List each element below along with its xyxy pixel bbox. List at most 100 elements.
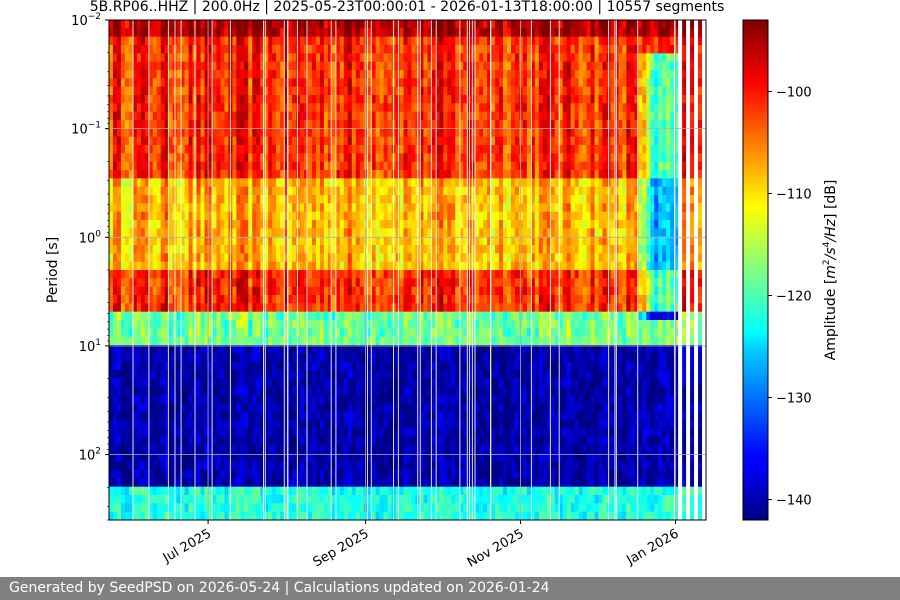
heatmap-cell bbox=[264, 195, 269, 204]
heatmap-cell bbox=[156, 28, 162, 38]
heatmap-cell bbox=[359, 236, 365, 246]
heatmap-cell bbox=[120, 511, 126, 520]
heatmap-cell bbox=[427, 511, 432, 520]
heatmap-cell bbox=[128, 278, 134, 288]
heatmap-cell bbox=[351, 170, 357, 179]
heatmap-cell bbox=[240, 211, 245, 221]
heatmap-cell bbox=[431, 286, 436, 296]
heatmap-cell bbox=[236, 320, 241, 329]
heatmap-cell bbox=[132, 186, 138, 196]
heatmap-cell bbox=[379, 220, 385, 229]
heatmap-cell bbox=[244, 328, 249, 338]
heatmap-cell bbox=[208, 20, 214, 29]
heatmap-cell bbox=[200, 378, 206, 388]
heatmap-cell bbox=[423, 195, 428, 204]
heatmap-cell bbox=[296, 95, 301, 104]
heatmap-cell bbox=[395, 278, 401, 288]
heatmap-cell bbox=[168, 195, 174, 204]
heatmap-cell bbox=[323, 453, 329, 463]
heatmap-cell bbox=[260, 378, 265, 388]
heatmap-cell bbox=[188, 261, 194, 271]
heatmap-cell bbox=[288, 20, 293, 29]
heatmap-cell bbox=[140, 145, 146, 154]
heatmap-cell bbox=[248, 136, 253, 146]
heatmap-cell bbox=[200, 70, 206, 79]
heatmap-cell bbox=[208, 128, 214, 138]
heatmap-cell bbox=[132, 486, 138, 496]
heatmap-cell bbox=[323, 345, 329, 354]
heatmap-cell bbox=[327, 370, 333, 379]
heatmap-cell bbox=[280, 503, 285, 513]
heatmap-cell bbox=[248, 378, 253, 388]
heatmap-cell bbox=[383, 303, 389, 313]
heatmap-cell bbox=[288, 195, 293, 204]
heatmap-cell bbox=[176, 161, 182, 171]
heatmap-cell bbox=[347, 78, 353, 88]
heatmap-cell bbox=[339, 45, 345, 54]
heatmap-cell bbox=[284, 511, 289, 520]
heatmap-cell bbox=[323, 236, 329, 246]
heatmap-cell bbox=[280, 145, 285, 154]
heatmap-cell bbox=[323, 53, 329, 63]
heatmap-cell bbox=[379, 403, 385, 413]
heatmap-cell bbox=[136, 128, 142, 138]
heatmap-cell bbox=[423, 145, 428, 154]
heatmap-cell bbox=[160, 128, 166, 138]
heatmap-cell bbox=[395, 161, 401, 171]
heatmap-cell bbox=[116, 278, 122, 288]
heatmap-cell bbox=[136, 78, 142, 88]
heatmap-cell bbox=[399, 370, 405, 379]
heatmap-cell bbox=[116, 36, 122, 46]
heatmap-cell bbox=[240, 161, 245, 171]
heatmap-cell bbox=[355, 270, 361, 279]
heatmap-cell bbox=[240, 336, 245, 346]
heatmap-cell bbox=[256, 345, 261, 354]
heatmap-cell bbox=[395, 120, 401, 129]
heatmap-cell bbox=[240, 61, 245, 71]
heatmap-cell bbox=[427, 378, 432, 388]
heatmap-cell bbox=[156, 328, 162, 338]
heatmap-cell bbox=[296, 178, 301, 188]
heatmap-cell bbox=[411, 486, 417, 496]
heatmap-cell bbox=[128, 311, 134, 321]
heatmap-cell bbox=[371, 28, 377, 38]
heatmap-cell bbox=[395, 470, 401, 479]
heatmap-cell bbox=[208, 478, 214, 488]
heatmap-cell bbox=[343, 495, 349, 504]
heatmap-cell bbox=[335, 95, 341, 104]
heatmap-cell bbox=[236, 295, 241, 304]
heatmap-cell bbox=[284, 78, 289, 88]
heatmap-cell bbox=[109, 303, 114, 313]
heatmap-cell bbox=[403, 311, 409, 321]
heatmap-cell bbox=[124, 145, 130, 154]
heatmap-cell bbox=[423, 120, 428, 129]
heatmap-cell bbox=[439, 111, 444, 121]
heatmap-cell bbox=[280, 161, 285, 171]
heatmap-cell bbox=[280, 286, 285, 296]
heatmap-cell bbox=[208, 53, 214, 63]
heatmap-cell bbox=[224, 270, 229, 279]
heatmap-cell bbox=[343, 161, 349, 171]
heatmap-cell bbox=[160, 286, 166, 296]
heatmap-cell bbox=[112, 295, 118, 304]
heatmap-cell bbox=[112, 28, 118, 38]
heatmap-cell bbox=[435, 478, 440, 488]
heatmap-cell bbox=[184, 245, 190, 254]
heatmap-cell bbox=[423, 470, 428, 479]
heatmap-cell bbox=[419, 453, 425, 463]
heatmap-cell bbox=[371, 420, 377, 429]
heatmap-cell bbox=[403, 53, 409, 63]
heatmap-cell bbox=[112, 36, 118, 46]
heatmap-cell bbox=[403, 203, 409, 213]
heatmap-cell bbox=[411, 236, 417, 246]
heatmap-cell bbox=[371, 103, 377, 113]
heatmap-cell bbox=[272, 128, 277, 138]
heatmap-cell bbox=[343, 303, 349, 313]
heatmap-cell bbox=[248, 253, 253, 263]
heatmap-cell bbox=[435, 53, 440, 63]
heatmap-cell bbox=[176, 153, 182, 163]
heatmap-cell bbox=[319, 470, 325, 479]
heatmap-cell bbox=[264, 170, 269, 179]
heatmap-cell bbox=[315, 128, 321, 138]
heatmap-cell bbox=[439, 103, 444, 113]
